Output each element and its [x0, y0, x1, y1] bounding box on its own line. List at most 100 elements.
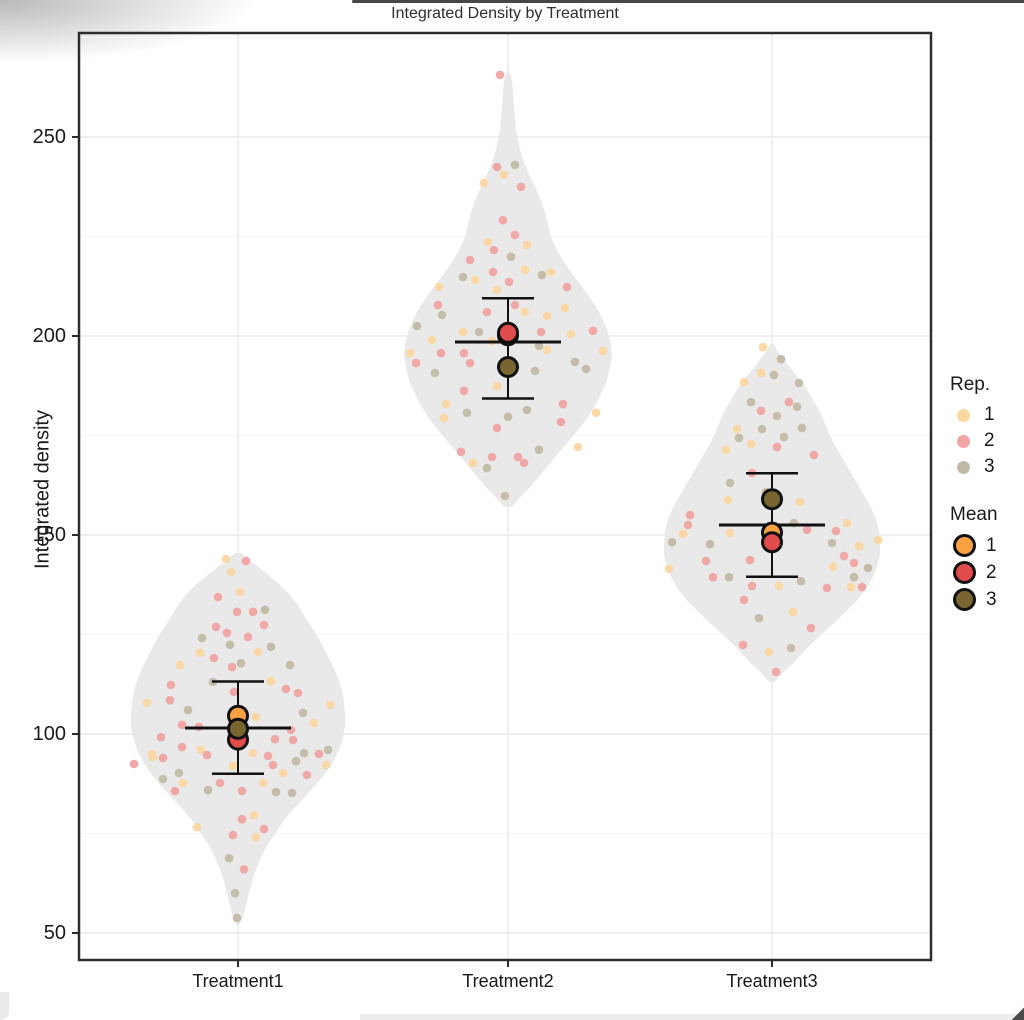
jitter-point-rep2 [857, 582, 867, 592]
jitter-point-rep2 [259, 620, 269, 630]
jitter-point-rep3 [224, 853, 234, 863]
legend: Rep. 1 2 3 Mean 1 2 3 [950, 374, 1024, 613]
jitter-point-rep1 [725, 528, 735, 538]
jitter-point-rep1 [573, 442, 583, 452]
jitter-point-rep2 [237, 786, 247, 796]
jitter-point-rep2 [411, 358, 421, 368]
jitter-point-rep1 [178, 778, 188, 788]
jitter-point-rep2 [492, 162, 502, 172]
legend-mean-item-1-swatch [953, 534, 976, 557]
jitter-point-rep1 [828, 562, 838, 572]
jitter-point-rep2 [165, 695, 175, 705]
jitter-point-rep3 [299, 748, 309, 758]
jitter-point-rep1 [228, 761, 238, 771]
jitter-point-rep3 [534, 341, 544, 351]
jitter-point-rep2 [536, 327, 546, 337]
jitter-point-rep2 [482, 307, 492, 317]
jitter-point-rep2 [701, 556, 711, 566]
jitter-point-rep2 [456, 447, 466, 457]
jitter-point-rep2 [232, 607, 242, 617]
legend-rep-item-3-label: 3 [984, 456, 995, 477]
y-tick-label: 250 [33, 126, 66, 148]
y-tick-label: 50 [44, 922, 66, 944]
jitter-point-rep3 [203, 785, 213, 795]
y-axis-title: Integrated density [31, 410, 54, 569]
jitter-point-rep2 [492, 423, 502, 433]
jitter-point-rep1 [492, 285, 502, 295]
jitter-point-rep3 [849, 572, 859, 582]
jitter-point-rep2 [227, 662, 237, 672]
jitter-point-rep2 [831, 526, 841, 536]
jitter-point-rep2 [209, 653, 219, 663]
jitter-point-rep1 [253, 647, 263, 657]
jitter-point-rep2 [281, 684, 291, 694]
jitter-point-rep3 [863, 563, 873, 573]
jitter-point-rep3 [794, 378, 804, 388]
jitter-point-rep3 [522, 405, 532, 415]
jitter-point-rep2 [237, 814, 247, 824]
jitter-point-rep2 [129, 759, 139, 769]
jitter-point-rep2 [562, 282, 572, 292]
legend-rep-item-1-swatch [957, 408, 970, 422]
jitter-point-rep1 [591, 408, 601, 418]
jitter-point-rep2 [771, 667, 781, 677]
jitter-point-rep2 [433, 300, 443, 310]
jitter-point-rep1 [732, 424, 742, 434]
jitter-point-rep2 [228, 830, 238, 840]
jitter-point-rep2 [239, 865, 249, 874]
jitter-point-rep1 [439, 413, 449, 423]
mean-point-rep3 [761, 488, 783, 511]
jitter-point-rep2 [839, 551, 849, 561]
jitter-point-rep2 [211, 622, 221, 632]
jitter-point-rep2 [806, 623, 816, 633]
jitter-point-rep2 [213, 592, 223, 602]
jitter-point-rep1 [664, 564, 674, 574]
jitter-point-rep3 [705, 539, 715, 549]
jitter-point-rep1 [678, 529, 688, 539]
mean-point-rep3 [497, 356, 519, 378]
jitter-point-rep1 [846, 582, 856, 592]
jitter-point-rep2 [708, 572, 718, 582]
legend-rep-item-2-label: 2 [984, 430, 995, 451]
jitter-point-rep3 [232, 913, 242, 923]
jitter-point-rep1 [542, 345, 552, 355]
jitter-point-rep3 [797, 423, 807, 433]
jitter-point-rep1 [251, 832, 261, 842]
jitter-point-rep1 [266, 676, 276, 686]
jitter-point-rep1 [195, 648, 205, 658]
jitter-point-rep3 [734, 433, 744, 443]
x-tick-label: Treatment3 [726, 971, 817, 991]
legend-rep-item-2-swatch [957, 434, 970, 448]
jitter-point-rep2 [588, 326, 598, 336]
violin-treatment2 [404, 73, 612, 508]
mean-point-rep2 [497, 321, 519, 344]
jitter-point-rep3 [158, 774, 168, 784]
jitter-point-rep1 [479, 178, 489, 188]
jitter-point-rep3 [266, 642, 276, 652]
jitter-point-rep2 [170, 786, 180, 796]
legend-mean-item-3: 3 [950, 586, 1024, 613]
jitter-point-rep2 [739, 595, 749, 605]
legend-mean-item-2: 2 [950, 559, 1024, 586]
jitter-point-rep1 [739, 377, 749, 387]
screenshot-artifact-bottom-right-corner [1010, 1006, 1024, 1020]
jitter-point-rep3 [792, 402, 802, 412]
jitter-point-rep1 [764, 647, 774, 657]
jitter-point-rep1 [520, 307, 530, 317]
jitter-point-rep2 [459, 386, 469, 396]
jitter-point-rep3 [796, 576, 806, 586]
jitter-point-rep2 [487, 452, 497, 462]
jitter-point-rep2 [156, 732, 166, 742]
jitter-point-rep1 [542, 311, 552, 321]
y-tick-label: 100 [33, 723, 66, 745]
jitter-point-rep2 [243, 632, 253, 642]
jitter-point-rep2 [495, 70, 505, 80]
jitter-point-rep2 [510, 230, 520, 240]
jitter-point-rep2 [772, 442, 782, 452]
y-tick-label: 150 [33, 524, 66, 546]
legend-mean-title: Mean [950, 504, 998, 525]
jitter-point-rep3 [776, 354, 786, 364]
jitter-point-rep2 [802, 525, 812, 535]
jitter-point-rep2 [314, 749, 324, 759]
